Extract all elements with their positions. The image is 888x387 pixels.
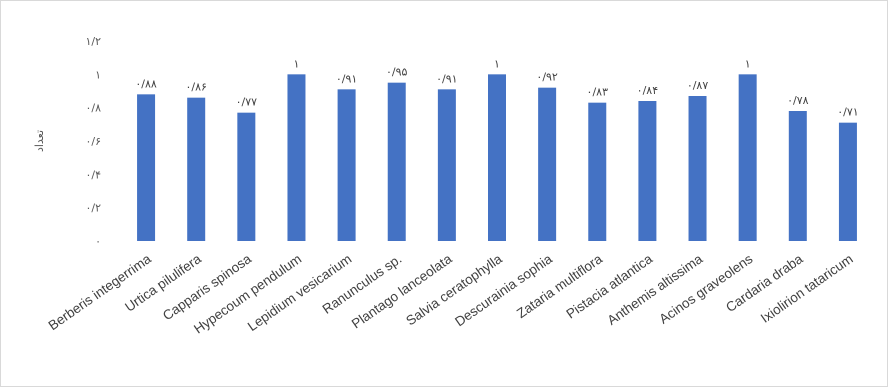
bar (488, 74, 506, 241)
bar (337, 89, 356, 241)
y-axis-title: تعداد (33, 130, 46, 152)
bars (137, 74, 857, 242)
data-label: ۰/۸۶ (185, 81, 206, 94)
y-tick-label: ۰/۸ (85, 102, 101, 115)
data-labels: ۰/۸۸ ۰/۸۶ ۰/۷۷ ۱ ۰/۹۱ ۰/۹۵ ۰/۹۱ ۱ ۰/۹۲ ۰/۸۳ ۰/۸۴ ۰/… (135, 57, 858, 118)
y-tick-label: ۰ (95, 235, 101, 248)
bar (838, 122, 857, 241)
data-label: ۰/۹۱ (436, 72, 457, 85)
bar (738, 74, 757, 241)
bar (237, 112, 256, 242)
x-tick-label: Ixiolirion tataricum (758, 251, 856, 326)
data-label: ۰/۸۷ (687, 79, 709, 92)
bar (187, 97, 206, 242)
y-tick-label: ۰/۴ (85, 168, 101, 181)
data-label: ۰/۹۱ (336, 72, 357, 85)
x-tick-label: Pistacia atlantica (564, 251, 656, 322)
bar (287, 74, 306, 241)
bar (638, 101, 657, 241)
y-tick-label: ۱/۲ (85, 35, 101, 48)
x-tick-label: Zataria multiflora (514, 251, 605, 321)
bar (137, 94, 156, 241)
data-label: ۰/۸۸ (135, 77, 157, 90)
data-label: ۰/۸۳ (587, 86, 609, 99)
bar (788, 111, 807, 241)
x-tick-label: Acinos graveolens (656, 251, 755, 327)
y-tick-label: ۰/۶ (85, 135, 101, 148)
data-label: ۰/۸۴ (637, 84, 659, 97)
y-axis-label: تعداد (33, 130, 46, 152)
data-label: ۰/۷۷ (236, 96, 258, 109)
data-label: ۰/۹۵ (386, 66, 408, 79)
data-label: ۱ (494, 57, 500, 70)
data-label: ۱ (745, 57, 751, 70)
bar (588, 102, 607, 242)
y-tick-label: ۰/۲ (85, 202, 101, 215)
bar (538, 87, 557, 242)
y-axis-ticks: ۰ ۰/۲ ۰/۴ ۰/۶ ۰/۸ ۱ ۱/۲ (85, 35, 101, 248)
bar (437, 89, 456, 241)
bar (387, 82, 406, 242)
data-label: ۱ (294, 57, 300, 70)
data-label: ۰/۷۸ (787, 94, 809, 107)
bar (688, 96, 707, 241)
y-tick-label: ۱ (95, 68, 101, 81)
data-label: ۰/۹۲ (536, 71, 558, 84)
data-label: ۰/۷۱ (837, 106, 858, 119)
